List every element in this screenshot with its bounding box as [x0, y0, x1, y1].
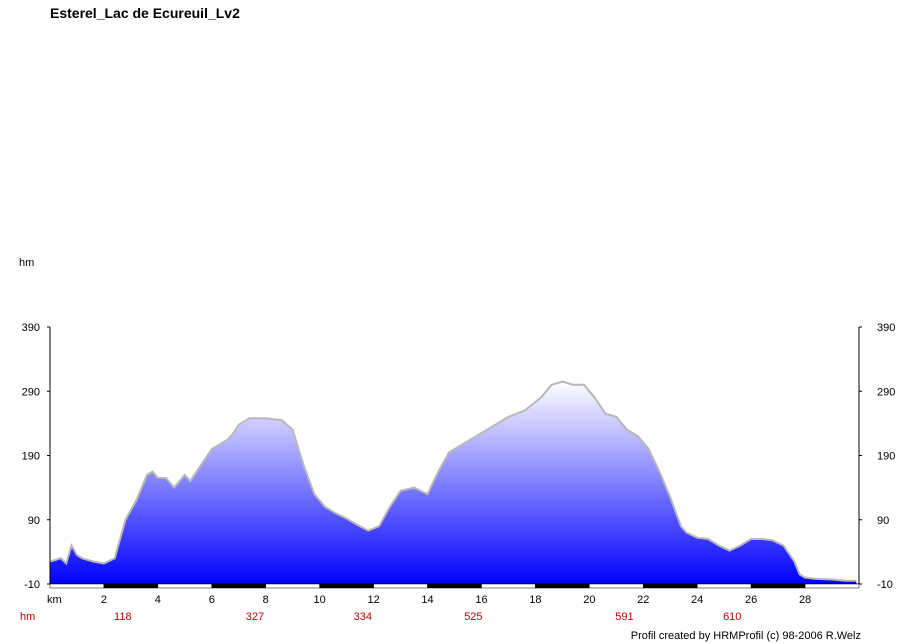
x-tick-label: 2 — [101, 594, 107, 606]
x-axis-unit-label: km — [47, 594, 62, 606]
y-tick-label-right: 90 — [877, 515, 889, 527]
km-scale-segment — [481, 583, 536, 589]
km-scale-segment — [103, 583, 159, 589]
x-tick-label: 26 — [745, 594, 757, 606]
x-tick-label: 10 — [314, 594, 326, 606]
y-tick-label-left: -10 — [24, 579, 40, 591]
km-scale-segment — [535, 583, 590, 589]
km-scale-segment — [643, 583, 698, 589]
x-tick-label: 16 — [475, 594, 487, 606]
km-scale-segment — [750, 583, 806, 589]
y-tick-label-right: 190 — [877, 451, 895, 463]
y-tick-label-right: 290 — [877, 386, 895, 398]
cumulative-ascent-label: 525 — [464, 611, 482, 623]
elevation-area-0 — [50, 381, 857, 584]
elevation-outline-0 — [49, 380, 857, 582]
y-axis-unit-label: hm — [19, 257, 35, 269]
x-tick-label: 12 — [367, 594, 379, 606]
cumulative-ascent-label: 118 — [114, 611, 132, 623]
x-tick-label: 8 — [263, 594, 269, 606]
cumulative-ascent-label: 610 — [723, 611, 741, 623]
km-scale-segment — [696, 583, 752, 589]
km-scale-segment — [211, 583, 266, 589]
cumulative-row-label: hm — [20, 611, 35, 623]
km-scale-segment — [373, 583, 428, 589]
chart-title: Esterel_Lac de Ecureuil_Lv2 — [50, 5, 240, 21]
x-tick-label: 20 — [583, 594, 595, 606]
y-tick-label-right: -10 — [877, 579, 893, 591]
x-tick-label: 28 — [799, 594, 811, 606]
x-tick-label: 18 — [529, 594, 541, 606]
y-tick-label-left: 290 — [22, 386, 40, 398]
cumulative-ascent-label: 334 — [354, 611, 372, 623]
x-tick-label: 4 — [155, 594, 161, 606]
x-tick-label: 24 — [691, 594, 703, 606]
x-tick-label: 14 — [421, 594, 433, 606]
km-scale-segment — [804, 583, 860, 589]
y-tick-label-left: 190 — [22, 451, 40, 463]
y-tick-label-left: 390 — [22, 322, 40, 334]
credit-text: Profil created by HRMProfil (c) 98-2006 … — [630, 630, 861, 642]
x-tick-label: 22 — [637, 594, 649, 606]
km-scale-segment — [265, 583, 320, 589]
y-tick-label-right: 390 — [877, 322, 895, 334]
km-scale-segment — [589, 583, 644, 589]
km-scale-segment — [49, 583, 105, 589]
km-scale-segment — [157, 583, 213, 589]
cumulative-ascent-label: 591 — [615, 611, 633, 623]
km-scale-segment — [319, 583, 374, 589]
y-tick-label-left: 90 — [28, 515, 40, 527]
cumulative-ascent-label: 327 — [246, 611, 264, 623]
x-tick-label: 6 — [209, 594, 215, 606]
km-scale-segment — [427, 583, 482, 589]
